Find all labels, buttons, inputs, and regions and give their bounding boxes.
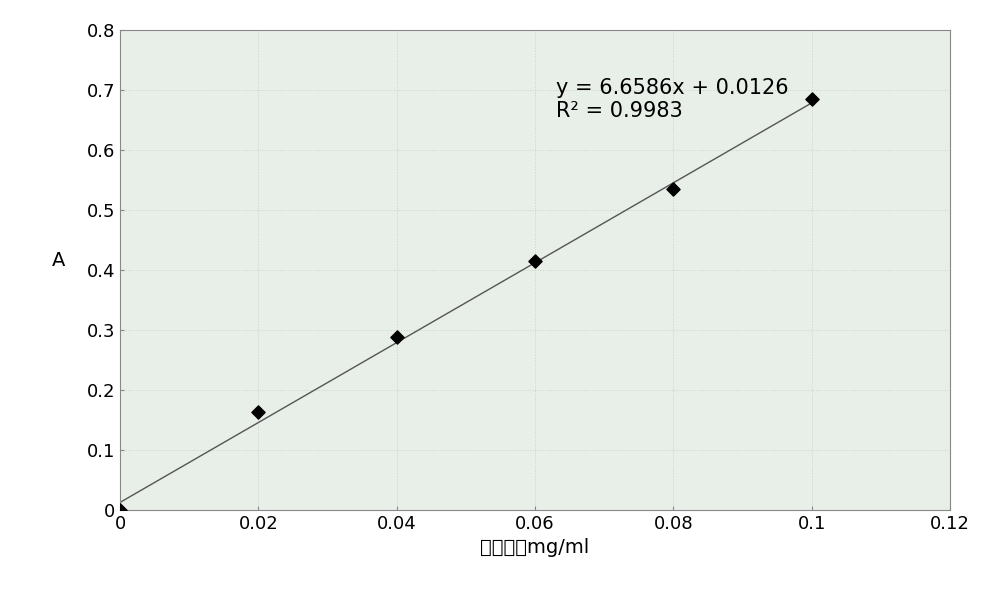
Text: y = 6.6586x + 0.0126
R² = 0.9983: y = 6.6586x + 0.0126 R² = 0.9983 [556,78,788,121]
Point [665,184,681,194]
Point [527,256,543,266]
Point [250,407,266,417]
Point [804,94,820,104]
Point [112,505,128,515]
Point [389,332,405,341]
X-axis label: 蛋白浓度mg/ml: 蛋白浓度mg/ml [480,538,590,557]
Y-axis label: A: A [52,251,66,270]
